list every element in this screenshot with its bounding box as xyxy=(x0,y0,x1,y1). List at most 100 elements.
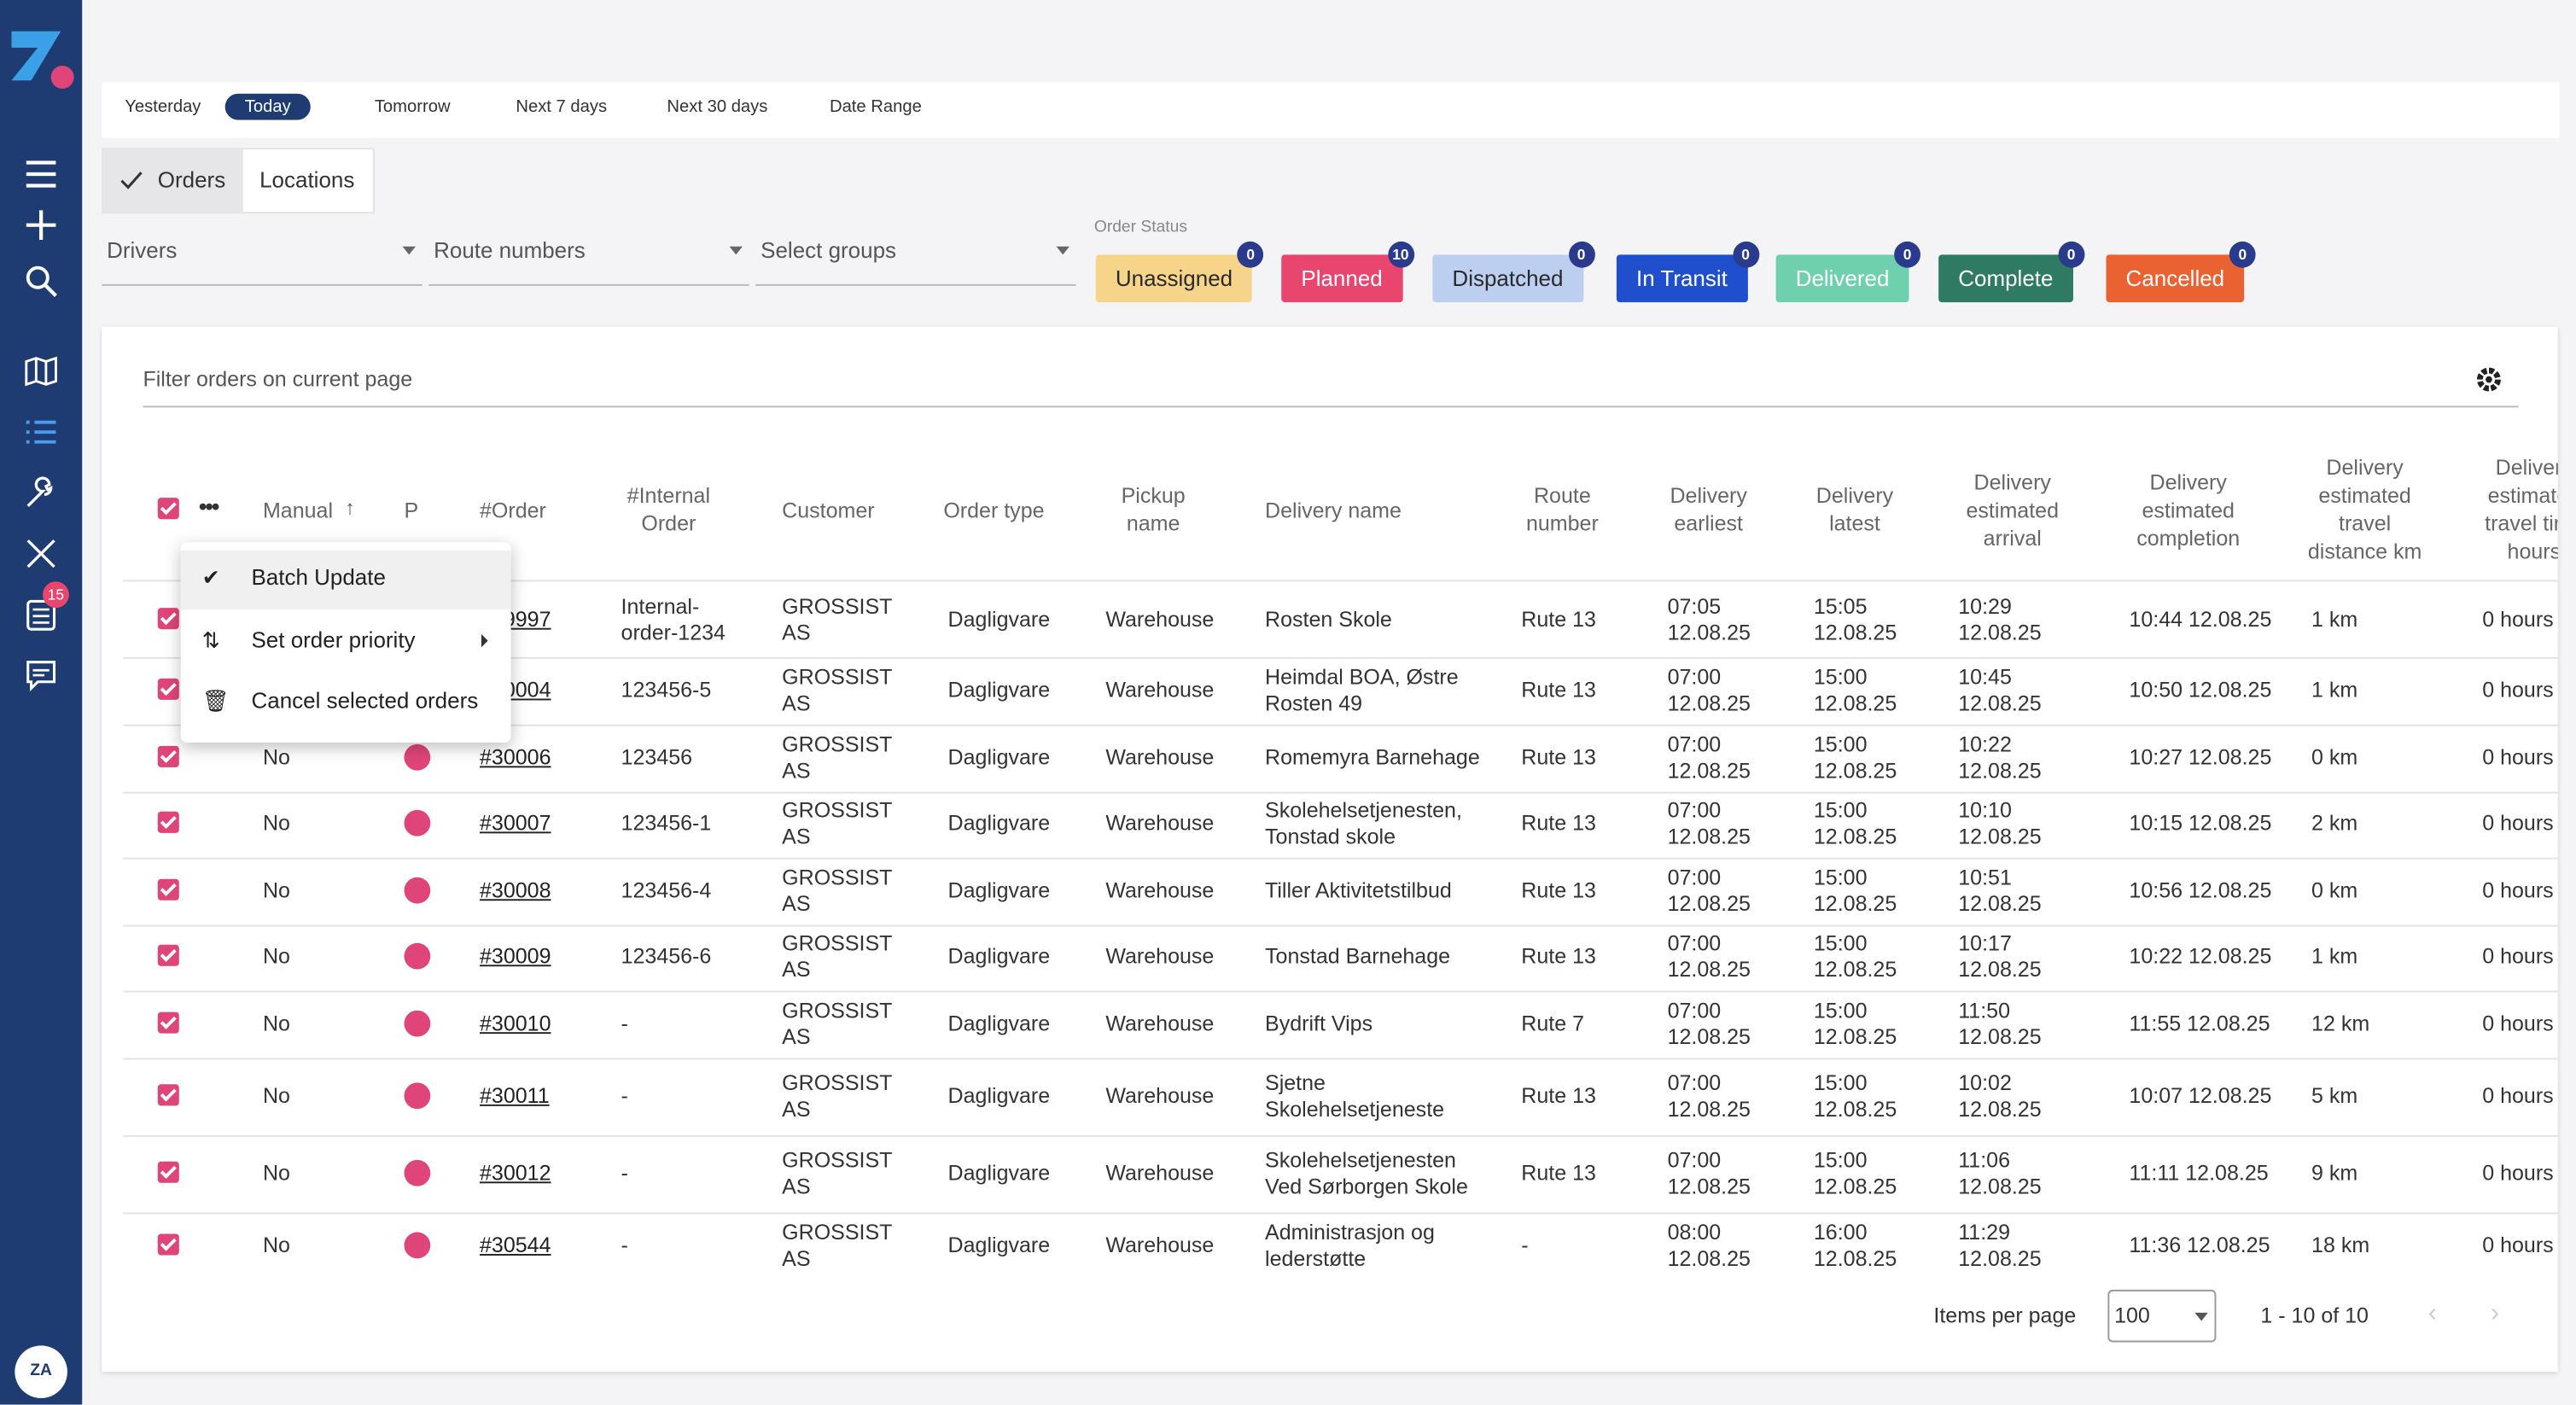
status-chip[interactable]: Cancelled0 xyxy=(2106,254,2244,302)
order-link[interactable]: #30008 xyxy=(480,877,611,903)
status-chip[interactable]: In Transit0 xyxy=(1617,254,1747,302)
row-separator xyxy=(123,991,2557,993)
order-link[interactable]: #30010 xyxy=(480,1011,611,1036)
order-link[interactable]: #30012 xyxy=(480,1160,611,1186)
column-header[interactable]: Delivery latest xyxy=(1805,427,1903,591)
list-icon[interactable] xyxy=(23,414,59,450)
wrench-icon[interactable] xyxy=(23,475,59,510)
cell: 0 hours xyxy=(2482,607,2558,633)
cell: 0 hours xyxy=(2482,1083,2558,1109)
column-header[interactable]: Pickup name xyxy=(1096,427,1211,591)
filter-label[interactable]: Drivers xyxy=(107,238,177,263)
filter-label[interactable]: Route numbers xyxy=(434,238,586,263)
column-header[interactable]: Delivery name xyxy=(1265,427,1462,591)
cell: 15:00 12.08.25 xyxy=(1814,1147,1904,1198)
cell: Dagligvare xyxy=(948,943,1096,969)
menu-item[interactable]: Cancel selected orders xyxy=(251,688,478,713)
status-name: Dispatched xyxy=(1452,266,1563,291)
cell: 07:05 12.08.25 xyxy=(1668,594,1758,645)
column-header[interactable]: Delivery estimated completion xyxy=(2114,427,2262,591)
cell: 15:00 12.08.25 xyxy=(1814,998,1904,1049)
prev-page[interactable]: ‹ xyxy=(2428,1299,2437,1329)
column-header[interactable]: Route number xyxy=(1513,427,1611,591)
column-header[interactable]: Delivery estimated travel time hours xyxy=(2473,427,2558,591)
cell: Romemyra Barnehage xyxy=(1265,744,1495,770)
cell: 10:22 12.08.25 xyxy=(2129,943,2301,969)
status-chip[interactable]: Complete0 xyxy=(1938,254,2072,302)
date-option[interactable]: Next 7 days xyxy=(496,94,627,120)
cell: GROSSIST AS xyxy=(782,998,897,1049)
date-option[interactable]: Date Range xyxy=(810,94,941,120)
date-option[interactable]: Yesterday xyxy=(105,94,220,120)
tab-label[interactable]: Locations xyxy=(259,167,354,192)
cell: 15:00 12.08.25 xyxy=(1814,865,1904,916)
page-range: 1 - 10 of 10 xyxy=(2260,1303,2369,1327)
order-link[interactable]: #30009 xyxy=(480,943,611,969)
row-checkbox[interactable] xyxy=(158,608,179,629)
date-option[interactable]: Tomorrow xyxy=(355,94,470,120)
cell: 0 hours xyxy=(2482,1233,2558,1258)
status-chip[interactable]: Delivered0 xyxy=(1776,254,1909,302)
map-icon[interactable] xyxy=(23,353,59,389)
column-header[interactable]: Customer xyxy=(782,427,897,591)
cell: Rute 13 xyxy=(1521,943,1652,969)
status-chip[interactable]: Dispatched0 xyxy=(1432,254,1582,302)
row-separator xyxy=(123,792,2557,794)
cell: 10:29 12.08.25 xyxy=(1958,594,2049,645)
cell: 11:06 12.08.25 xyxy=(1958,1147,2049,1198)
dropdown-arrow xyxy=(1057,247,1069,255)
row-checkbox[interactable] xyxy=(158,945,179,966)
filter-label[interactable]: Select groups xyxy=(761,238,896,263)
header-checkbox[interactable] xyxy=(158,498,179,519)
dropdown-arrow xyxy=(403,247,416,255)
row-checkbox[interactable] xyxy=(158,1012,179,1034)
menu-icon: ⇅ xyxy=(202,627,220,653)
column-header[interactable]: Delivery estimated travel distance km xyxy=(2303,427,2426,591)
menu-item[interactable]: Batch Update xyxy=(251,565,385,590)
cell: Rosten Skole xyxy=(1265,607,1495,633)
status-chip[interactable]: Planned10 xyxy=(1281,254,1402,302)
row-checkbox[interactable] xyxy=(158,746,179,767)
order-link[interactable]: #30007 xyxy=(480,810,611,836)
menu-item[interactable]: Set order priority xyxy=(251,627,415,651)
settings-icon[interactable] xyxy=(2474,364,2504,394)
cell: Dagligvare xyxy=(948,744,1096,770)
cell: 07:00 12.08.25 xyxy=(1668,930,1758,982)
cell: 0 km xyxy=(2311,877,2459,903)
row-checkbox[interactable] xyxy=(158,812,179,833)
column-header[interactable]: #Internal Order xyxy=(603,427,734,591)
next-page[interactable]: › xyxy=(2491,1299,2499,1329)
menu-icon[interactable] xyxy=(23,156,59,192)
column-header[interactable]: Delivery earliest xyxy=(1651,427,1766,591)
column-header[interactable]: Delivery estimated arrival xyxy=(1947,427,2078,591)
page-size-select[interactable]: 100 xyxy=(2107,1290,2216,1343)
row-checkbox[interactable] xyxy=(158,679,179,700)
row-checkbox[interactable] xyxy=(158,1084,179,1105)
search-icon[interactable] xyxy=(23,263,59,299)
priority-dot xyxy=(404,1160,430,1186)
order-link[interactable]: #30544 xyxy=(480,1233,611,1258)
cell: 0 hours xyxy=(2482,677,2558,702)
avatar[interactable]: ZA xyxy=(15,1345,67,1398)
tools-icon[interactable] xyxy=(23,535,59,571)
order-link[interactable]: #30006 xyxy=(480,744,611,770)
search-placeholder[interactable]: Filter orders on current page xyxy=(143,366,412,391)
cell: 10:44 12.08.25 xyxy=(2129,607,2301,633)
cell: 5 km xyxy=(2311,1083,2459,1109)
more-icon[interactable]: ••• xyxy=(199,493,219,519)
status-chip[interactable]: Unassigned0 xyxy=(1096,254,1252,302)
add-icon[interactable] xyxy=(23,207,59,243)
date-option[interactable]: Next 30 days xyxy=(647,94,787,120)
cell: - xyxy=(621,1011,756,1036)
column-header[interactable]: Order type xyxy=(936,427,1052,591)
order-link[interactable]: #30011 xyxy=(480,1083,611,1109)
date-option[interactable]: Today xyxy=(225,94,311,120)
cell: 2 km xyxy=(2311,810,2459,836)
row-checkbox[interactable] xyxy=(158,1233,179,1255)
priority-dot xyxy=(404,1233,430,1259)
chat-icon[interactable] xyxy=(23,657,59,693)
row-checkbox[interactable] xyxy=(158,879,179,901)
tab-active[interactable]: Orders xyxy=(103,149,243,212)
row-checkbox[interactable] xyxy=(158,1162,179,1183)
cell: 10:27 12.08.25 xyxy=(2129,744,2301,770)
